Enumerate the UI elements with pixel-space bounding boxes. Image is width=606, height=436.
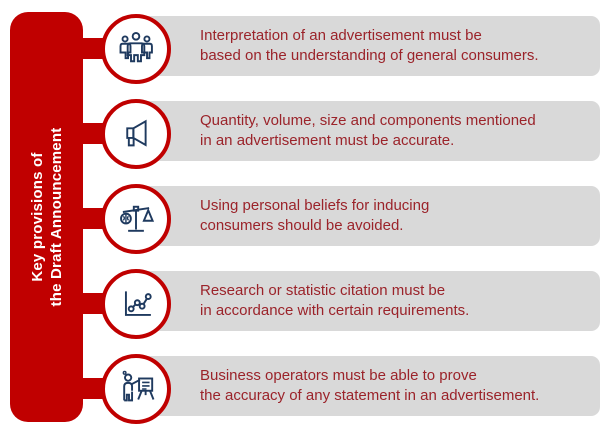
icon-circle [101,269,171,339]
icon-circle [101,184,171,254]
icon-circle [101,99,171,169]
provision-text-box: Using personal beliefs for inducing cons… [140,186,600,246]
brain-balance-scale-icon [120,205,155,232]
provision-text-box: Interpretation of an advertisement must … [140,16,600,76]
provision-text-box: Business operators must be able to prove… [140,356,600,416]
megaphone-icon [126,119,147,147]
provision-line2: the accuracy of any statement in an adve… [200,387,540,404]
sidebar-banner: Key provisions of the Draft Announcement [10,12,83,422]
sidebar-title-line1: Key provisions of [28,152,46,282]
provision-line1: Quantity, volume, size and components me… [200,112,536,129]
icon-circle [101,14,171,84]
provision-text-box: Quantity, volume, size and components me… [140,101,600,161]
provision-line2: based on the understanding of general co… [200,47,539,64]
provision-line1: Using personal beliefs for inducing [200,197,430,214]
provision-text-box: Research or statistic citation must be i… [140,271,600,331]
provision-line2: consumers should be avoided. [200,217,404,234]
icon-circle [101,354,171,424]
provision-line1: Business operators must be able to prove [200,367,477,384]
sidebar-title: Key provisions of the Draft Announcement [28,12,66,422]
provision-line2: in accordance with certain requirements. [200,302,470,319]
sidebar-title-line2: the Draft Announcement [47,127,65,307]
presenter-board-icon [122,370,155,402]
provision-line2: in an advertisement must be accurate. [200,132,455,149]
line-chart-icon [124,291,152,316]
provision-line1: Research or statistic citation must be [200,282,446,299]
provision-line1: Interpretation of an advertisement must … [200,27,482,44]
people-group-icon [119,32,153,63]
